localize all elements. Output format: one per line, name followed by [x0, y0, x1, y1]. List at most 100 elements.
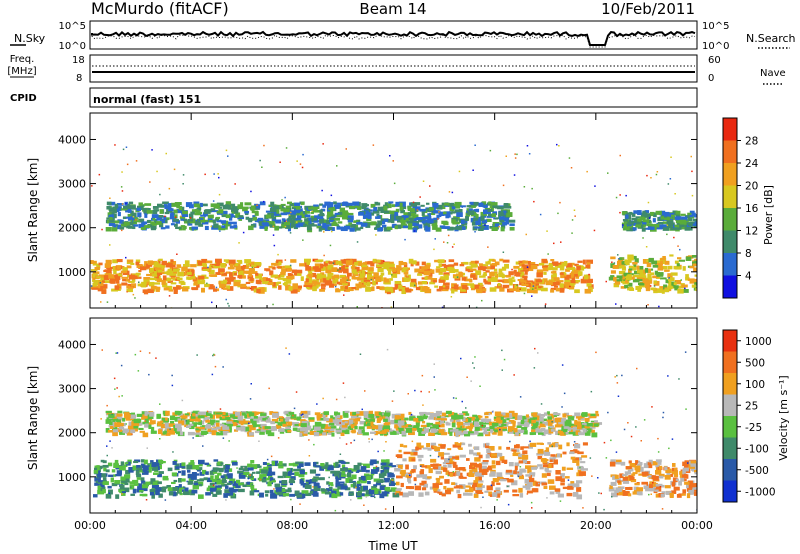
- power-cell: [463, 222, 468, 226]
- velocity-cell: [355, 411, 360, 414]
- velocity-cell: [440, 456, 444, 460]
- velocity-cell: [514, 465, 518, 471]
- velocity-cell: [483, 428, 487, 433]
- velocity-cell: [300, 412, 304, 415]
- power-cell: [459, 286, 464, 290]
- velocity-cell: [198, 494, 204, 499]
- power-cell: [549, 264, 554, 269]
- velocity-cell: [681, 493, 686, 496]
- velocity-cell: [421, 465, 428, 468]
- velocity-cell: [460, 423, 465, 429]
- power-cell: [642, 278, 649, 282]
- power-cell: [459, 264, 465, 267]
- velocity-cell: [357, 429, 364, 434]
- power-cell: [573, 269, 581, 274]
- power-cell: [167, 208, 174, 212]
- velocity-cell: [169, 415, 176, 421]
- velocity-cell: [429, 413, 437, 418]
- velocity-cell: [361, 430, 365, 434]
- power-speckle: [101, 228, 103, 231]
- power-cell: [473, 217, 478, 222]
- power-cell: [324, 264, 330, 270]
- power-cell: [452, 227, 460, 230]
- power-cell: [421, 211, 425, 216]
- velocity-cell: [529, 442, 537, 447]
- velocity-cell: [622, 491, 630, 496]
- velocity-cell: [341, 464, 346, 470]
- velocity-cell: [375, 425, 383, 431]
- velocity-cell: [537, 464, 543, 467]
- power-cell: [171, 202, 177, 207]
- velocity-cell: [553, 442, 559, 448]
- power-cell: [342, 214, 348, 220]
- velocity-cell: [399, 491, 403, 496]
- velocity-cell: [160, 461, 166, 464]
- velocity-cell: [496, 417, 501, 423]
- power-cell: [101, 289, 107, 294]
- velocity-cell: [408, 425, 413, 429]
- velocity-cell: [116, 416, 123, 421]
- power-cell: [326, 202, 334, 207]
- velocity-cell: [271, 421, 275, 424]
- power-cell: [174, 223, 178, 227]
- power-cell: [170, 212, 176, 216]
- velocity-cell: [518, 475, 525, 480]
- nsky-trace: [91, 30, 696, 46]
- power-cell: [366, 217, 372, 221]
- velocity-cell: [405, 473, 412, 477]
- velocity-cell: [298, 492, 305, 496]
- velocity-cell: [484, 490, 489, 493]
- power-cell: [637, 287, 642, 292]
- velocity-cell: [215, 426, 221, 430]
- velocity-cell: [508, 462, 514, 467]
- velocity-cell: [340, 485, 348, 490]
- velocity-cell: [535, 421, 539, 427]
- velocity-cell: [252, 471, 256, 474]
- power-cell: [460, 262, 465, 266]
- power-cell: [305, 209, 310, 214]
- power-cell: [233, 224, 238, 229]
- power-cell: [644, 227, 650, 230]
- velocity-cell: [312, 477, 319, 481]
- velocity-cell: [457, 422, 461, 428]
- velocity-cell: [287, 430, 292, 433]
- velocity-cell: [671, 470, 678, 475]
- velocity-cell: [242, 484, 247, 488]
- velocity-cell: [536, 442, 544, 445]
- power-cell: [364, 261, 372, 265]
- velocity-cell: [315, 473, 321, 476]
- power-speckle: [302, 153, 304, 156]
- power-speckle: [139, 216, 141, 218]
- power-cell: [237, 204, 243, 210]
- velocity-cell: [440, 420, 445, 424]
- velocity-cell: [354, 425, 358, 430]
- power-cell: [408, 217, 414, 221]
- velocity-cell: [108, 489, 113, 495]
- power-cell: [98, 285, 105, 290]
- velocity-cell: [217, 472, 222, 476]
- velocity-cell: [573, 457, 580, 461]
- power-cell: [403, 271, 409, 275]
- velocity-cell: [232, 422, 237, 427]
- power-speckle: [284, 196, 286, 199]
- power-x-ticks: [89, 113, 698, 308]
- power-cell: [256, 289, 261, 294]
- power-cell: [274, 220, 280, 223]
- power-speckle: [666, 233, 668, 236]
- power-cell: [649, 211, 655, 215]
- power-cell: [430, 269, 435, 274]
- velocity-cell: [275, 487, 282, 493]
- velocity-cell: [377, 431, 383, 434]
- power-cell: [105, 227, 112, 232]
- velocity-cell: [503, 489, 509, 493]
- power-cell: [162, 201, 169, 205]
- power-cell: [341, 283, 348, 286]
- velocity-cell: [475, 477, 479, 481]
- power-speckle: [375, 234, 377, 236]
- power-cell: [276, 259, 283, 264]
- power-cell: [440, 268, 447, 273]
- power-cell: [644, 267, 649, 273]
- velocity-cell: [429, 422, 434, 426]
- freq-label: Freq.: [10, 54, 35, 65]
- velocity-cell: [398, 464, 403, 470]
